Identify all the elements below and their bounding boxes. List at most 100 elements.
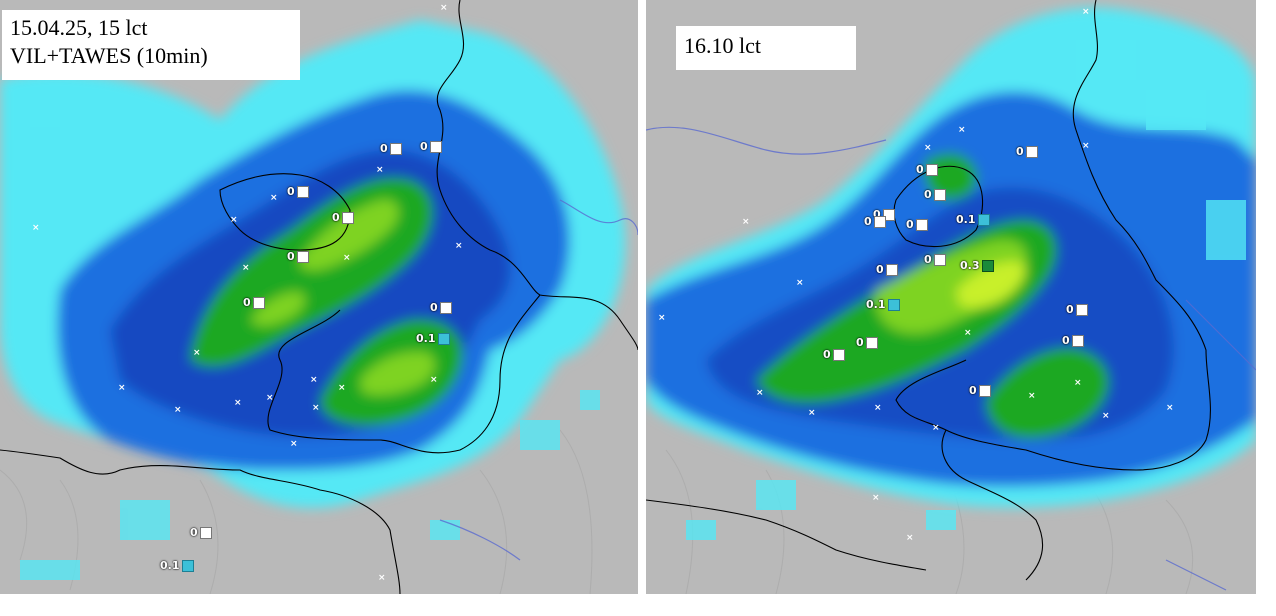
svg-text:×: ×	[1166, 403, 1174, 413]
svg-text:×: ×	[312, 403, 320, 413]
station-square-icon	[885, 263, 898, 276]
station-square-icon	[252, 296, 265, 309]
station-value: 0	[430, 301, 438, 314]
svg-text:×: ×	[932, 423, 940, 433]
station-square-icon	[882, 208, 895, 221]
station-square-icon	[1071, 334, 1084, 347]
station-marker: 0	[287, 250, 309, 263]
station-square-icon	[341, 211, 354, 224]
station-marker: 0	[1062, 334, 1084, 347]
svg-text:×: ×	[193, 348, 201, 358]
station-square-icon	[981, 259, 994, 272]
station-square-icon	[832, 348, 845, 361]
station-marker: 0.1	[866, 298, 900, 311]
svg-text:×: ×	[1082, 141, 1090, 151]
station-square-icon	[429, 140, 442, 153]
station-marker: 0	[332, 211, 354, 224]
station-value: 0	[924, 188, 932, 201]
radar-map-left: × × × × × × × × × × × × × × × × × × × 15.04.25, 15 l…	[0, 0, 638, 594]
station-marker: 0.1	[160, 559, 194, 572]
svg-text:×: ×	[1082, 7, 1090, 17]
station-marker: 0	[856, 336, 878, 349]
station-value: 0	[823, 348, 831, 361]
title-box-left: 15.04.25, 15 lct VIL+TAWES (10min)	[2, 10, 300, 80]
radar-field-right: × × × × × × × × × × × × × × × × × ×	[646, 0, 1256, 594]
station-value: 0	[243, 296, 251, 309]
station-square-icon	[1075, 303, 1088, 316]
radar-field-left: × × × × × × × × × × × × × × × × × × ×	[0, 0, 638, 594]
svg-text:×: ×	[174, 405, 182, 415]
precip-field-left	[0, 20, 626, 509]
station-marker: 0	[190, 526, 212, 539]
station-square-icon	[873, 215, 886, 228]
title-line-2: VIL+TAWES (10min)	[10, 43, 208, 68]
station-value: 0	[856, 336, 864, 349]
station-square-icon	[439, 301, 452, 314]
station-value: 0	[287, 250, 295, 263]
station-value: 0.1	[956, 213, 976, 226]
station-square-icon	[977, 213, 990, 226]
svg-text:×: ×	[658, 313, 666, 323]
svg-text:×: ×	[32, 223, 40, 233]
station-square-icon	[887, 298, 900, 311]
station-value: 0	[420, 140, 428, 153]
station-marker: 0	[243, 296, 265, 309]
station-marker: 0	[1016, 145, 1038, 158]
station-marker: 0	[823, 348, 845, 361]
station-square-icon	[978, 384, 991, 397]
svg-text:×: ×	[924, 143, 932, 153]
station-marker: 0	[430, 301, 452, 314]
station-marker: 0	[864, 215, 886, 228]
station-value: 0	[969, 384, 977, 397]
station-marker: 0	[287, 185, 309, 198]
svg-text:×: ×	[270, 193, 278, 203]
station-square-icon	[865, 336, 878, 349]
svg-text:×: ×	[440, 3, 448, 13]
svg-text:×: ×	[874, 403, 882, 413]
svg-text:×: ×	[906, 533, 914, 543]
svg-text:×: ×	[242, 263, 250, 273]
station-square-icon	[925, 163, 938, 176]
station-value: 0	[287, 185, 295, 198]
station-marker: 0	[380, 142, 402, 155]
station-square-icon	[199, 526, 212, 539]
svg-text:×: ×	[872, 493, 880, 503]
station-marker: 0	[924, 188, 946, 201]
title-box-right: 16.10 lct	[676, 26, 856, 70]
radar-map-right: × × × × × × × × × × × × × × × × × × 16.10 lct	[646, 0, 1256, 594]
title-line-1: 16.10 lct	[684, 33, 761, 58]
svg-text:×: ×	[742, 217, 750, 227]
station-value: 0	[906, 218, 914, 231]
svg-text:×: ×	[1074, 378, 1082, 388]
station-marker: 0	[873, 208, 895, 221]
station-value: 0.3	[960, 259, 980, 272]
station-value: 0	[380, 142, 388, 155]
svg-text:×: ×	[378, 573, 386, 583]
precip-field-right	[646, 7, 1256, 508]
station-marker: 0	[924, 253, 946, 266]
station-marker: 0	[916, 163, 938, 176]
svg-text:×: ×	[343, 253, 351, 263]
svg-text:×: ×	[376, 165, 384, 175]
svg-text:×: ×	[1102, 411, 1110, 421]
svg-text:×: ×	[796, 278, 804, 288]
svg-text:×: ×	[290, 439, 298, 449]
station-marker: 0.1	[956, 213, 990, 226]
svg-text:×: ×	[338, 383, 346, 393]
svg-text:×: ×	[230, 215, 238, 225]
station-marker: 0.1	[416, 332, 450, 345]
station-value: 0	[1016, 145, 1024, 158]
svg-text:×: ×	[234, 398, 242, 408]
svg-text:×: ×	[455, 241, 463, 251]
station-square-icon	[933, 253, 946, 266]
station-square-icon	[437, 332, 450, 345]
station-square-icon	[1025, 145, 1038, 158]
svg-text:×: ×	[964, 328, 972, 338]
svg-text:×: ×	[1028, 391, 1036, 401]
svg-text:×: ×	[756, 388, 764, 398]
svg-text:×: ×	[310, 375, 318, 385]
station-square-icon	[933, 188, 946, 201]
station-value: 0	[864, 215, 872, 228]
station-marker: 0	[420, 140, 442, 153]
station-marker: 0.3	[960, 259, 994, 272]
